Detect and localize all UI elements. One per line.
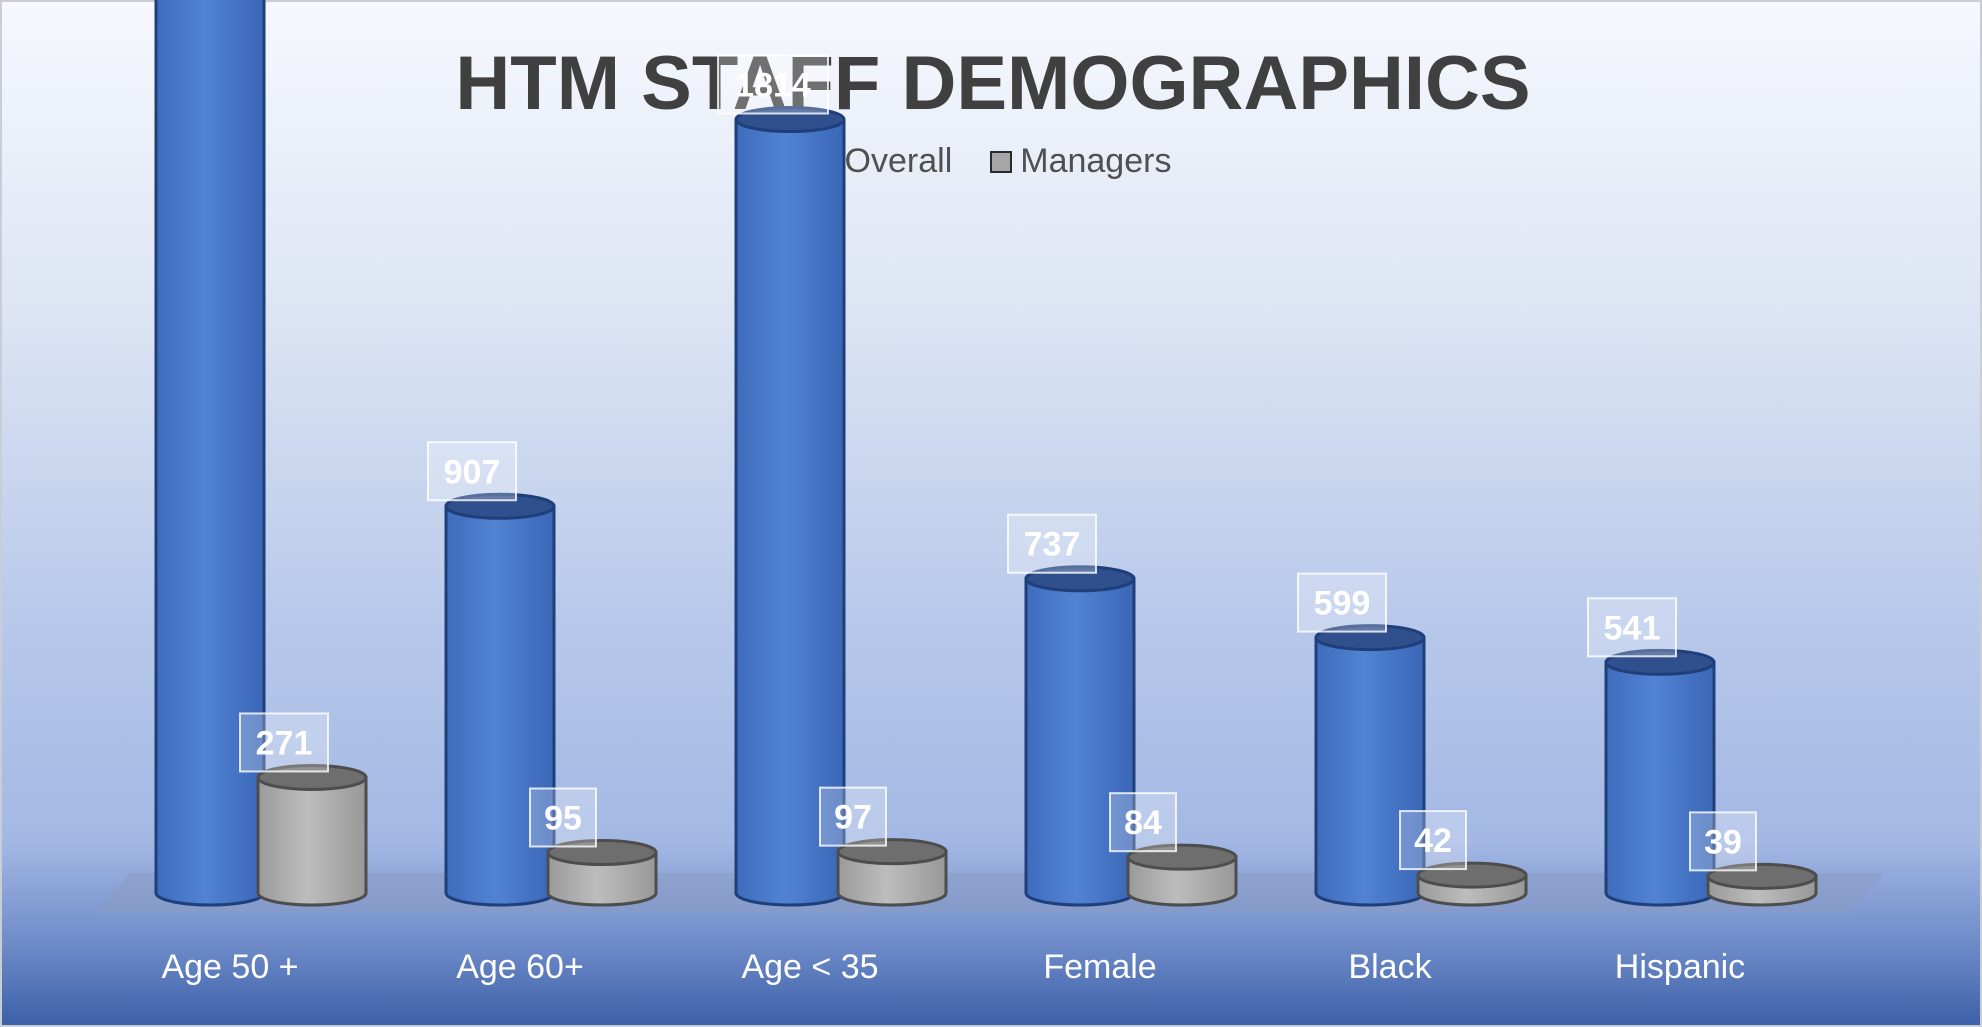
bar-managers-0 <box>256 775 368 907</box>
category-label-3: Female <box>1043 948 1156 986</box>
data-label-box-managers-1 <box>529 787 597 848</box>
data-label-box-managers-4 <box>1399 810 1467 871</box>
data-label-box-managers-5 <box>1689 811 1757 872</box>
data-label-managers-0: 271 <box>256 724 313 762</box>
data-label-managers-4: 42 <box>1414 822 1452 860</box>
data-label-box-overall-1 <box>427 441 517 502</box>
data-label-overall-5: 541 <box>1604 609 1661 647</box>
data-label-overall-2: 1814 <box>735 67 811 105</box>
data-label-managers-2: 97 <box>834 799 872 837</box>
category-label-1: Age 60+ <box>456 948 584 986</box>
data-label-overall-3: 737 <box>1024 526 1081 564</box>
legend-label-managers: Managers <box>1020 142 1172 180</box>
data-label-box-overall-4 <box>1297 572 1387 633</box>
category-label-4: Black <box>1348 948 1432 986</box>
data-label-box-overall-2 <box>717 54 829 115</box>
category-label-5: Hispanic <box>1615 948 1745 986</box>
bar-managers-2 <box>836 850 948 907</box>
data-label-managers-5: 39 <box>1704 823 1742 861</box>
data-label-overall-1: 907 <box>444 453 501 491</box>
legend-item-managers: Managers <box>990 142 1171 181</box>
data-label-managers-3: 84 <box>1124 804 1162 842</box>
bar-managers-1 <box>546 850 658 907</box>
data-label-box-managers-2 <box>819 786 887 847</box>
category-label-2: Age < 35 <box>741 948 878 986</box>
data-label-overall-4: 599 <box>1314 585 1371 623</box>
bar-overall-3 <box>1024 577 1136 907</box>
data-label-managers-1: 95 <box>544 799 582 837</box>
category-label-0: Age 50 + <box>161 948 298 986</box>
legend-swatch-managers <box>990 150 1013 173</box>
data-label-box-managers-0 <box>239 712 329 773</box>
data-label-box-overall-5 <box>1587 597 1677 658</box>
legend-label-overall: Overall <box>844 142 953 180</box>
bar-managers-3 <box>1126 855 1238 907</box>
data-label-box-managers-3 <box>1109 792 1177 853</box>
data-label-box-overall-3 <box>1007 513 1097 574</box>
chart-title: HTM STAFF DEMOGRAPHICS <box>455 41 1531 126</box>
legend: Overall Managers <box>2 142 1980 181</box>
